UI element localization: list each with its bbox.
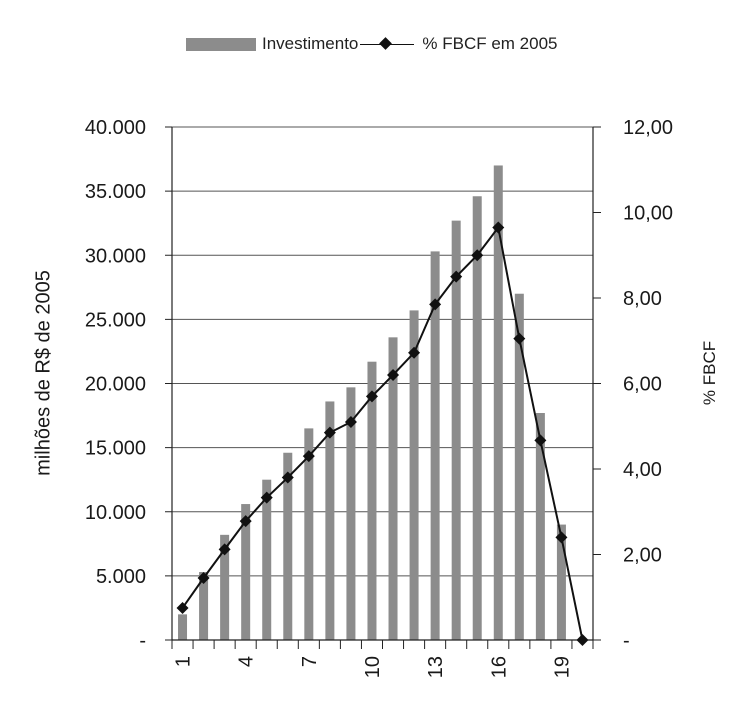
y-left-tick-label-1: 5.000	[96, 566, 146, 588]
fbcf-point-3	[218, 543, 231, 556]
fbcf-point-18	[534, 434, 547, 447]
x-tick-label-1: 1	[173, 656, 195, 667]
x-tick-label-16: 16	[488, 656, 510, 678]
bar-19	[556, 524, 566, 640]
legend-line-swatch	[360, 37, 415, 51]
y-left-tick-label-0: -	[139, 630, 146, 652]
legend-bar-swatch	[186, 37, 256, 51]
bar-7	[304, 428, 314, 640]
y-right-tick-label-4: 8,00	[623, 288, 662, 310]
bar-8	[325, 401, 335, 640]
y-right-tick-label-2: 4,00	[623, 459, 662, 481]
y-left-tick-label-2: 10.000	[85, 502, 146, 524]
y-left-tick-label-5: 25.000	[85, 309, 146, 331]
y-left-tick-label-3: 15.000	[85, 438, 146, 460]
fbcf-point-2	[197, 572, 210, 585]
fbcf-point-16	[492, 221, 505, 234]
fbcf-point-17	[513, 332, 526, 345]
y-right-tick-label-0: -	[623, 630, 630, 652]
y-right-tick-label-6: 12,00	[623, 117, 673, 139]
fbcf-point-7	[302, 450, 315, 463]
legend-bar-label: Investimento	[262, 34, 359, 53]
x-tick-label-4: 4	[236, 656, 258, 667]
fbcf-point-15	[471, 249, 484, 262]
fbcf-point-19	[555, 531, 568, 544]
bar-6	[283, 452, 293, 640]
legend-line-label: % FBCF em 2005	[422, 34, 558, 53]
bar-4	[241, 504, 251, 640]
bar-13	[430, 251, 440, 640]
y-right-tick-label-5: 10,00	[623, 203, 673, 225]
x-tick-label-13: 13	[425, 656, 447, 678]
bar-9	[346, 387, 356, 640]
bar-2	[199, 572, 209, 640]
y-left-tick-label-6: 30.000	[85, 245, 146, 267]
bar-11	[388, 337, 398, 640]
bar-14	[451, 220, 461, 640]
y-left-tick-label-7: 35.000	[85, 181, 146, 203]
x-tick-label-7: 7	[299, 656, 321, 667]
fbcf-point-4	[239, 515, 252, 528]
x-tick-label-19: 19	[551, 656, 573, 678]
bar-10	[367, 361, 377, 640]
bar-3	[220, 534, 230, 640]
x-tick-label-10: 10	[362, 656, 384, 678]
fbcf-point-11	[387, 368, 400, 381]
bar-1	[178, 614, 188, 640]
bar-16	[493, 165, 503, 640]
bar-12	[409, 310, 419, 640]
fbcf-point-14	[450, 270, 463, 283]
fbcf-point-5	[260, 491, 273, 504]
fbcf-point-20	[576, 634, 589, 646]
y-left-tick-label-8: 40.000	[85, 117, 146, 139]
y-right-tick-label-3: 6,00	[623, 374, 662, 396]
chart-legend: Investimento % FBCF em 2005	[186, 32, 558, 56]
fbcf-point-8	[323, 426, 336, 439]
bar-15	[472, 196, 482, 640]
bar-5	[262, 479, 272, 640]
fbcf-point-13	[429, 298, 442, 311]
fbcf-point-6	[281, 471, 294, 484]
fbcf-point-1	[176, 601, 189, 614]
bar-18	[535, 412, 545, 640]
fbcf-line	[181, 225, 584, 641]
fbcf-point-10	[365, 390, 378, 403]
y-right-tick-label-1: 2,00	[623, 545, 662, 567]
y-left-tick-label-4: 20.000	[85, 374, 146, 396]
bar-17	[514, 293, 524, 640]
fbcf-point-9	[344, 415, 357, 428]
fbcf-point-12	[408, 346, 421, 359]
